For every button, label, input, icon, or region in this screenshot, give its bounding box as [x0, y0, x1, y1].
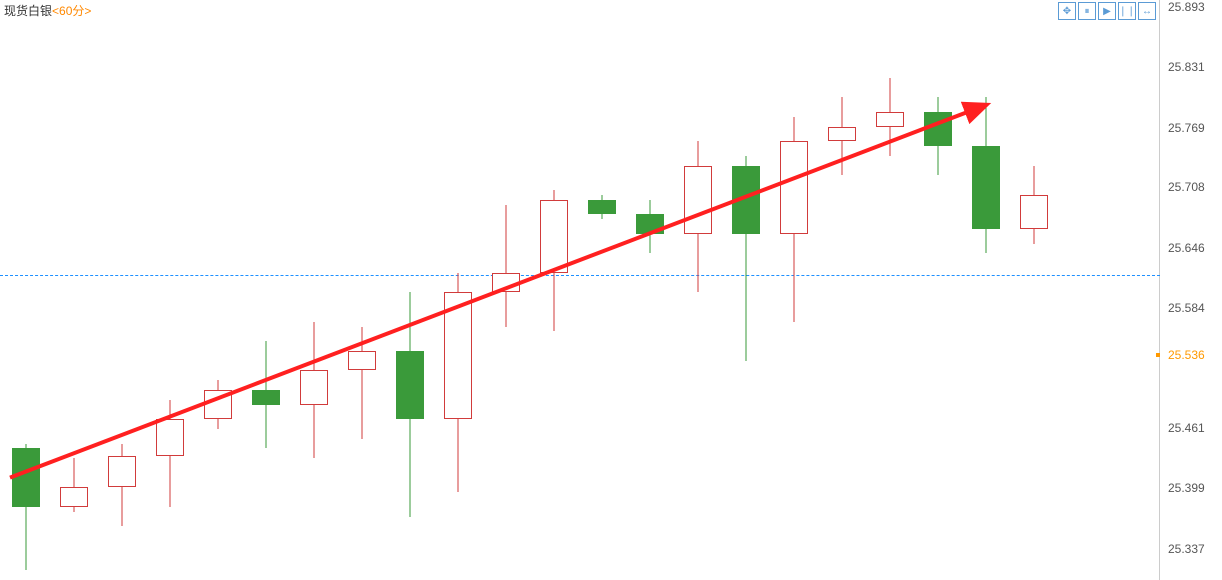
candle[interactable]	[876, 0, 904, 580]
candle-body	[828, 127, 856, 142]
candle[interactable]	[204, 0, 232, 580]
candle[interactable]	[300, 0, 328, 580]
tool-play[interactable]: ▶	[1098, 2, 1116, 20]
candle-body	[492, 273, 520, 292]
candle-body	[60, 487, 88, 506]
tool-sync[interactable]: ↔	[1138, 2, 1156, 20]
y-axis-label: 25.461	[1168, 421, 1205, 435]
candle-body	[396, 351, 424, 419]
y-axis-label: 25.769	[1168, 121, 1205, 135]
y-axis: 25.893 25.831 25.769 25.708 25.646 25.584 25.5…	[1159, 0, 1222, 580]
candle-body	[444, 292, 472, 419]
y-axis-label: 25.646	[1168, 241, 1205, 255]
tool-crosshair[interactable]: ✥	[1058, 2, 1076, 20]
candle-body	[540, 200, 568, 273]
y-axis-label: 25.536	[1168, 348, 1205, 362]
candle[interactable]	[492, 0, 520, 580]
candle[interactable]	[636, 0, 664, 580]
candle[interactable]	[540, 0, 568, 580]
candle-body	[300, 370, 328, 404]
candle[interactable]	[108, 0, 136, 580]
candle[interactable]	[252, 0, 280, 580]
candle-body	[780, 141, 808, 234]
candle[interactable]	[828, 0, 856, 580]
candle[interactable]	[1020, 0, 1048, 580]
candle-body	[156, 419, 184, 456]
candle-body	[732, 166, 760, 234]
candle-body	[588, 200, 616, 215]
y-axis-label: 25.831	[1168, 60, 1205, 74]
candle[interactable]	[12, 0, 40, 580]
candle[interactable]	[924, 0, 952, 580]
candle[interactable]	[780, 0, 808, 580]
tool-pause[interactable]: ⏸	[1078, 2, 1096, 20]
chart-title: 现货白银<60分>	[4, 2, 91, 19]
candle-body	[684, 166, 712, 234]
y-axis-label: 25.893	[1168, 0, 1205, 14]
y-axis-label: 25.399	[1168, 481, 1205, 495]
candle[interactable]	[732, 0, 760, 580]
candle[interactable]	[348, 0, 376, 580]
candle-body	[252, 390, 280, 405]
candle[interactable]	[684, 0, 712, 580]
candle[interactable]	[444, 0, 472, 580]
candle[interactable]	[972, 0, 1000, 580]
candle-wick	[506, 205, 507, 327]
candle[interactable]	[396, 0, 424, 580]
timeframe-label: <60分>	[52, 4, 91, 18]
y-axis-label: 25.708	[1168, 180, 1205, 194]
candle[interactable]	[60, 0, 88, 580]
candle-body	[876, 112, 904, 127]
chart-toolbar: ✥⏸▶❘❘↔	[1058, 2, 1156, 20]
candle-body	[924, 112, 952, 146]
candle-body	[108, 456, 136, 487]
candle-body	[12, 448, 40, 506]
candle-body	[348, 351, 376, 370]
chart-plot-area[interactable]	[0, 0, 1160, 580]
candle-body	[1020, 195, 1048, 229]
candle-body	[204, 390, 232, 419]
instrument-name: 现货白银	[4, 4, 52, 18]
y-axis-label: 25.337	[1168, 542, 1205, 556]
tool-bars[interactable]: ❘❘	[1118, 2, 1136, 20]
candle[interactable]	[588, 0, 616, 580]
y-axis-highlight-marker	[1156, 353, 1160, 357]
y-axis-label: 25.584	[1168, 301, 1205, 315]
candle-wick	[362, 327, 363, 439]
candle-body	[972, 146, 1000, 229]
candle[interactable]	[156, 0, 184, 580]
candle-body	[636, 214, 664, 233]
